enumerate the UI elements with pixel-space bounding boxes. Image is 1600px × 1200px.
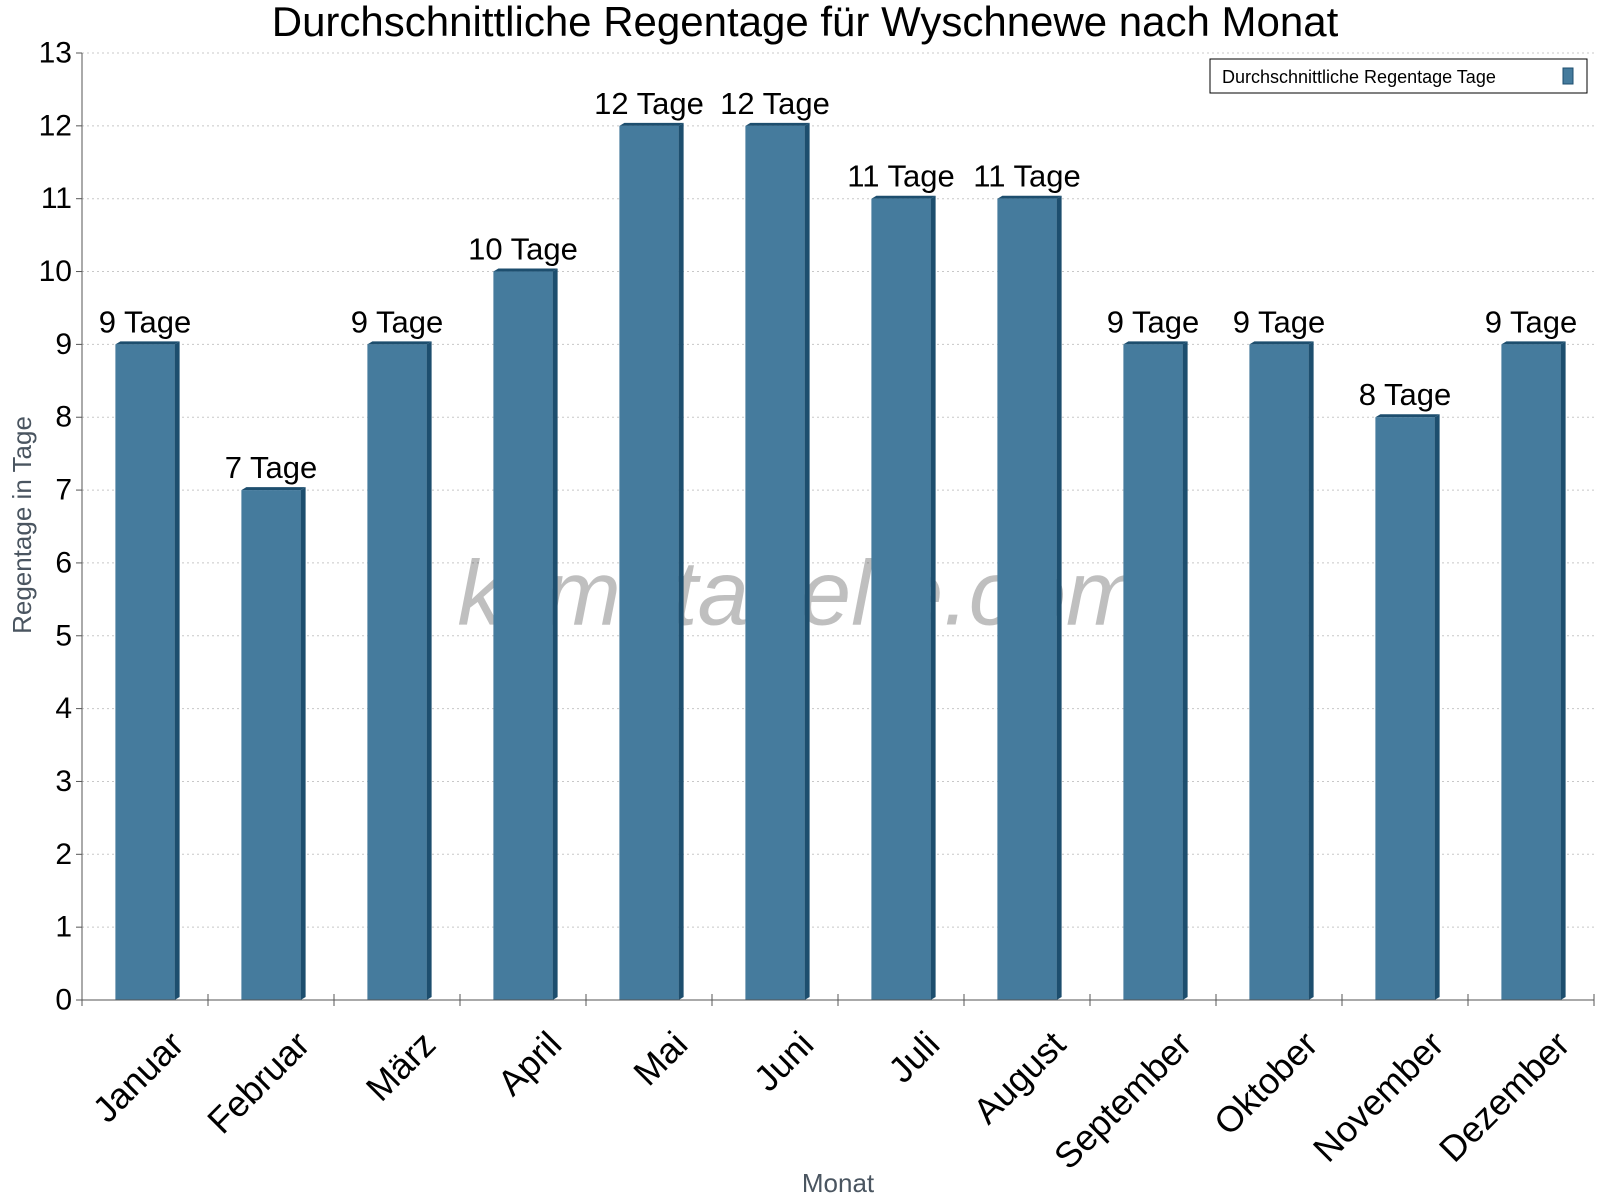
x-tick-label: März bbox=[358, 1023, 444, 1109]
legend-label: Durchschnittliche Regentage Tage bbox=[1222, 67, 1496, 87]
x-tick-label: Februar bbox=[199, 1023, 317, 1141]
x-axis-title: Monat bbox=[802, 1168, 875, 1198]
bar bbox=[745, 122, 810, 1001]
y-tick-label: 1 bbox=[55, 911, 72, 944]
bar bbox=[493, 268, 558, 1000]
data-label: 9 Tage bbox=[1233, 304, 1326, 339]
data-label: 11 Tage bbox=[847, 159, 954, 194]
legend-box bbox=[1209, 58, 1588, 94]
y-tick-label: 0 bbox=[55, 984, 72, 1017]
y-tick-label: 11 bbox=[41, 182, 72, 215]
x-tick-label: Januar bbox=[85, 1023, 192, 1130]
y-tick-label: 5 bbox=[55, 619, 72, 652]
data-label: 9 Tage bbox=[1107, 304, 1200, 339]
y-tick-label: 13 bbox=[39, 37, 72, 70]
y-tick-label: 9 bbox=[55, 328, 72, 361]
x-tick-label: Mai bbox=[625, 1023, 695, 1093]
y-tick-label: 12 bbox=[39, 109, 72, 142]
data-label: 8 Tage bbox=[1359, 377, 1452, 412]
data-label: 7 Tage bbox=[225, 450, 318, 485]
x-tick-label: Juni bbox=[746, 1023, 822, 1099]
x-tick-labels: Januar Februar März April Mai Juni Juli AugustS… bbox=[85, 1023, 1578, 1177]
bar bbox=[619, 122, 684, 1001]
bars bbox=[115, 122, 1566, 1001]
y-axis-title: Regentage in Tage bbox=[7, 416, 37, 634]
chart-title: Durchschnittliche Regentage für Wyschnew… bbox=[272, 0, 1339, 45]
bar bbox=[241, 487, 306, 1001]
y-tick-label: 8 bbox=[55, 401, 72, 434]
bar bbox=[871, 195, 936, 1000]
x-tick-label: August bbox=[965, 1023, 1073, 1131]
bar bbox=[1501, 341, 1566, 1000]
y-tick-label: 3 bbox=[55, 765, 72, 798]
bar bbox=[1249, 341, 1314, 1000]
x-tick-label: November bbox=[1305, 1023, 1451, 1169]
data-label: 12 Tage bbox=[720, 86, 830, 121]
x-tick-label: Juli bbox=[880, 1023, 947, 1090]
axes bbox=[76, 52, 1595, 1006]
bar bbox=[997, 195, 1062, 1000]
gridlines bbox=[82, 52, 1594, 928]
legend-swatch bbox=[1562, 67, 1574, 85]
bar bbox=[367, 341, 432, 1000]
data-label: 9 Tage bbox=[99, 304, 192, 339]
data-label: 9 Tage bbox=[1485, 304, 1578, 339]
y-tick-label: 2 bbox=[55, 838, 72, 871]
x-tick-label: September bbox=[1046, 1023, 1200, 1177]
bar bbox=[115, 341, 180, 1000]
legend: Durchschnittliche Regentage Tage bbox=[1209, 58, 1588, 94]
x-tick-label: Oktober bbox=[1206, 1023, 1326, 1143]
data-label: 11 Tage bbox=[973, 159, 1080, 194]
data-label: 10 Tage bbox=[468, 232, 578, 267]
bar bbox=[1123, 341, 1188, 1000]
y-tick-label: 6 bbox=[55, 546, 72, 579]
data-labels: 9 Tage 7 Tage 9 Tage 10 Tage 12 Tage 12 Tage 1… bbox=[99, 86, 1578, 485]
data-label: 12 Tage bbox=[594, 86, 704, 121]
y-tick-label: 4 bbox=[55, 692, 72, 725]
y-tick-label: 10 bbox=[39, 255, 72, 288]
x-tick-label: Dezember bbox=[1431, 1023, 1577, 1169]
bar bbox=[1375, 414, 1440, 1000]
data-label: 9 Tage bbox=[351, 304, 444, 339]
y-tick-label: 7 bbox=[55, 474, 72, 507]
x-tick-label: April bbox=[489, 1023, 569, 1103]
